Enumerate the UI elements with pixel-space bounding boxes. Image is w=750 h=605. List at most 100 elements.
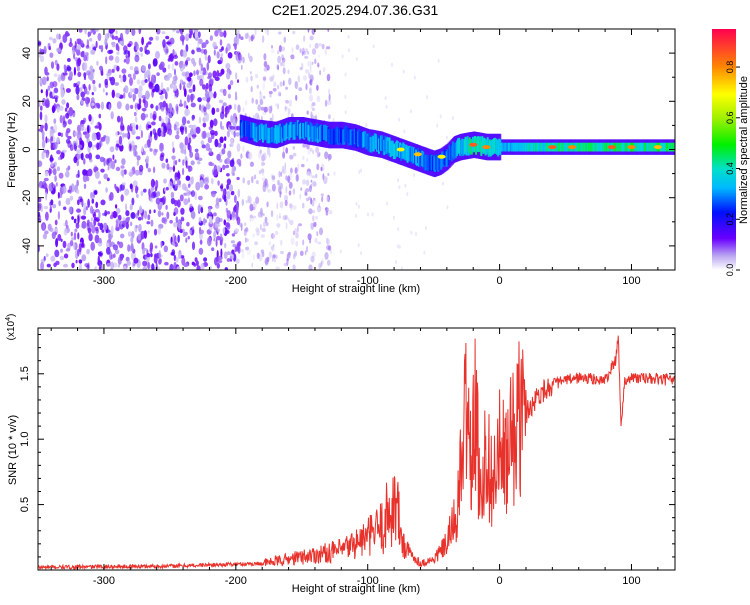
noise-speck	[245, 76, 249, 83]
noise-speck	[147, 230, 150, 234]
noise-speck	[295, 94, 298, 101]
colorbar: 0.0 0.2 0.4 0.6 0.8 Normalized spectral ampl…	[712, 29, 750, 276]
noise-speck	[320, 193, 324, 197]
noise-speck	[189, 229, 192, 236]
noise-speck	[306, 158, 309, 162]
noise-speck	[257, 211, 262, 218]
noise-speck	[247, 195, 250, 202]
noise-speck	[100, 168, 105, 173]
noise-speck	[44, 122, 48, 132]
noise-speck	[332, 117, 335, 122]
noise-speck	[38, 214, 41, 221]
noise-speck	[140, 130, 143, 139]
noise-speck	[171, 79, 177, 86]
noise-speck	[309, 43, 312, 48]
noise-speck	[176, 131, 179, 135]
noise-speck	[186, 120, 190, 124]
noise-speck	[142, 260, 148, 267]
noise-speck	[76, 65, 80, 72]
noise-speck	[292, 264, 296, 270]
noise-speck	[263, 60, 268, 68]
noise-speck	[326, 237, 329, 245]
noise-speck	[270, 49, 275, 54]
noise-speck	[251, 206, 256, 211]
noise-speck	[166, 41, 172, 45]
noise-speck	[122, 125, 125, 131]
noise-speck	[189, 206, 194, 212]
noise-speck	[80, 152, 84, 161]
noise-speck	[65, 88, 71, 93]
noise-speck	[44, 114, 48, 123]
noise-speck	[307, 60, 311, 67]
noise-speck	[313, 199, 317, 203]
noise-speck	[241, 249, 244, 253]
ridge-cell	[311, 126, 314, 142]
noise-speck	[89, 205, 94, 214]
noise-speck	[226, 251, 231, 256]
noise-speck	[66, 225, 69, 229]
noise-speck	[225, 164, 230, 169]
noise-speck	[184, 155, 188, 162]
noise-speck	[249, 214, 253, 219]
noise-speck	[285, 185, 288, 194]
noise-speck	[78, 243, 82, 253]
noise-speck	[179, 99, 182, 106]
noise-speck	[323, 176, 328, 181]
noise-speck	[90, 69, 94, 79]
noise-speck	[230, 190, 235, 196]
noise-speck	[238, 162, 242, 167]
noise-speck	[302, 143, 307, 148]
noise-speck	[48, 167, 51, 177]
noise-speck	[284, 199, 288, 207]
noise-speck	[403, 129, 406, 134]
noise-speck	[209, 119, 214, 128]
ridge-cell	[292, 124, 295, 140]
noise-speck	[149, 148, 153, 152]
noise-speck	[164, 91, 168, 100]
noise-speck	[187, 165, 193, 172]
noise-speck	[347, 34, 350, 39]
noise-speck	[194, 152, 200, 161]
noise-speck	[103, 173, 108, 180]
noise-speck	[190, 210, 196, 219]
noise-speck	[65, 197, 71, 206]
noise-speck	[251, 262, 253, 268]
noise-speck	[69, 195, 74, 201]
ridge-cell	[648, 142, 651, 152]
noise-speck	[202, 116, 208, 124]
ridge-cell	[441, 151, 444, 167]
noise-speck	[54, 175, 57, 182]
noise-speck	[237, 188, 241, 198]
noise-speck	[175, 216, 178, 224]
ridge-cell	[346, 127, 349, 144]
noise-speck	[137, 217, 142, 221]
noise-speck	[129, 77, 133, 86]
noise-speck	[115, 220, 118, 229]
ridge-cell	[583, 142, 586, 152]
ridge-cell	[351, 131, 354, 147]
noise-speck	[60, 238, 63, 242]
noise-speck	[90, 241, 95, 251]
noise-speck	[129, 203, 133, 211]
noise-speck	[90, 49, 96, 55]
ridge-cell	[510, 142, 513, 152]
noise-speck	[210, 132, 215, 140]
noise-speck	[212, 70, 217, 79]
noise-speck	[271, 175, 276, 181]
noise-speck	[39, 111, 43, 121]
noise-speck	[57, 191, 61, 199]
noise-speck	[224, 242, 227, 249]
noise-speck	[148, 80, 154, 89]
noise-speck	[88, 84, 91, 91]
noise-speck	[261, 228, 266, 232]
ridge-cell	[353, 128, 356, 145]
noise-speck	[143, 151, 146, 155]
noise-speck	[265, 222, 269, 227]
noise-speck	[213, 212, 217, 217]
noise-speck	[282, 151, 286, 159]
noise-speck	[108, 233, 112, 243]
noise-speck	[196, 47, 202, 53]
noise-speck	[259, 98, 264, 106]
noise-speck	[66, 102, 70, 109]
ridge-cell	[593, 142, 596, 152]
